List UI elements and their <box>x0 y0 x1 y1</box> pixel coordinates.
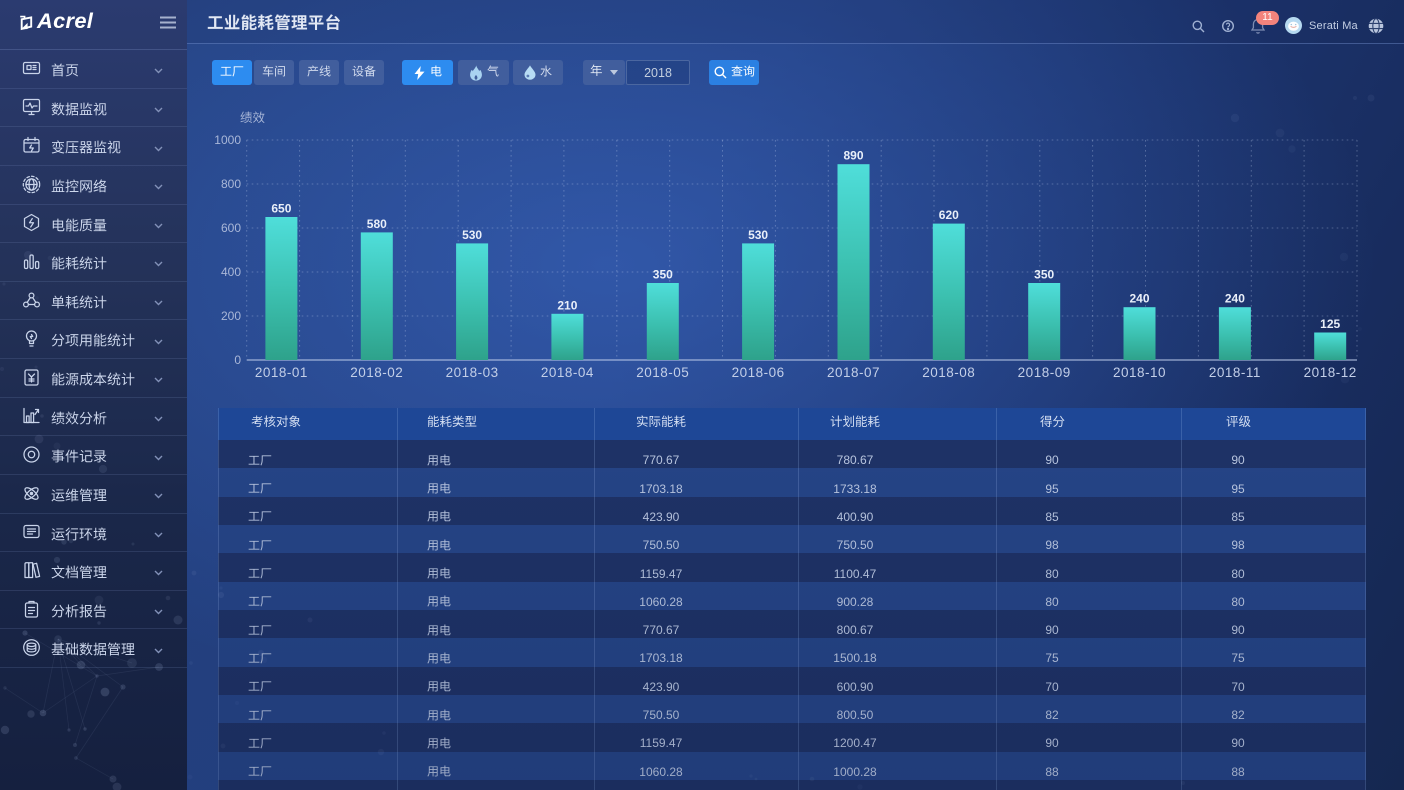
svg-text:2018-07: 2018-07 <box>827 365 880 380</box>
svg-text:650: 650 <box>271 202 291 216</box>
svg-text:350: 350 <box>653 268 673 282</box>
svg-text:2018-10: 2018-10 <box>1113 365 1166 380</box>
svg-text:2018-06: 2018-06 <box>732 365 785 380</box>
svg-text:890: 890 <box>843 149 863 163</box>
svg-text:620: 620 <box>939 208 959 222</box>
svg-text:580: 580 <box>367 217 387 231</box>
svg-text:240: 240 <box>1225 292 1245 306</box>
svg-text:210: 210 <box>557 298 577 312</box>
svg-text:350: 350 <box>1034 268 1054 282</box>
svg-text:2018-03: 2018-03 <box>446 365 499 380</box>
svg-text:530: 530 <box>462 228 482 242</box>
svg-text:200: 200 <box>221 309 241 323</box>
svg-text:2018-08: 2018-08 <box>922 365 975 380</box>
svg-text:2018-05: 2018-05 <box>636 365 689 380</box>
svg-text:2018-09: 2018-09 <box>1018 365 1071 380</box>
svg-text:125: 125 <box>1320 317 1340 331</box>
svg-text:2018-02: 2018-02 <box>350 365 403 380</box>
svg-text:2018-04: 2018-04 <box>541 365 594 380</box>
svg-text:600: 600 <box>221 221 241 235</box>
svg-text:1000: 1000 <box>214 133 241 147</box>
svg-text:0: 0 <box>234 353 241 367</box>
svg-text:400: 400 <box>221 265 241 279</box>
svg-text:800: 800 <box>221 177 241 191</box>
svg-text:2018-01: 2018-01 <box>255 365 308 380</box>
svg-text:2018-11: 2018-11 <box>1209 365 1261 380</box>
svg-text:530: 530 <box>748 228 768 242</box>
svg-text:2018-12: 2018-12 <box>1304 365 1357 380</box>
svg-text:240: 240 <box>1129 292 1149 306</box>
